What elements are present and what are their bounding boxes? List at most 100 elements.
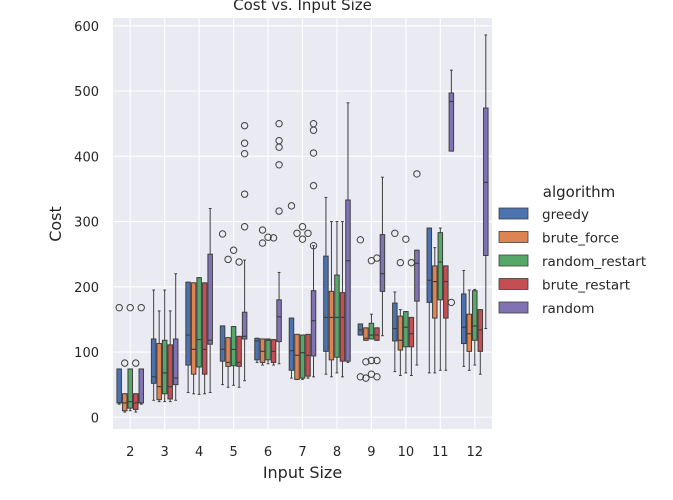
box-random_restart bbox=[472, 288, 478, 366]
outlier-point bbox=[275, 207, 283, 215]
legend-label: random bbox=[542, 301, 594, 317]
outlier-point bbox=[362, 358, 370, 366]
box-brute_restart bbox=[201, 282, 208, 395]
box-greedy bbox=[356, 236, 365, 381]
box-body bbox=[259, 338, 266, 363]
box-random_restart bbox=[229, 246, 238, 386]
box-random bbox=[483, 34, 489, 330]
outlier-point bbox=[396, 258, 405, 267]
legend-swatch bbox=[498, 254, 529, 267]
legend-label: brute_restart bbox=[542, 278, 630, 294]
outlier-point bbox=[373, 373, 381, 381]
box-body bbox=[477, 309, 484, 352]
box-greedy bbox=[218, 230, 227, 386]
box-greedy bbox=[426, 227, 433, 374]
outlier-point bbox=[309, 241, 318, 250]
box-body bbox=[483, 107, 489, 256]
x-axis-label: Input Size bbox=[263, 463, 342, 482]
box-body bbox=[443, 265, 449, 319]
outlier-point bbox=[240, 190, 249, 198]
box-random bbox=[447, 69, 456, 307]
box-random bbox=[240, 121, 249, 382]
outlier-point bbox=[258, 239, 267, 247]
outlier-point bbox=[275, 161, 283, 169]
box-body bbox=[328, 290, 335, 361]
box-random bbox=[345, 102, 351, 363]
box-greedy bbox=[287, 202, 296, 379]
box-greedy bbox=[185, 281, 191, 393]
legend-title: algorithm bbox=[543, 183, 615, 201]
outlier-point bbox=[235, 258, 243, 266]
box-body bbox=[397, 315, 404, 351]
box-random bbox=[379, 176, 386, 337]
x-tick-label: 12 bbox=[466, 445, 483, 460]
outlier-point bbox=[298, 223, 307, 231]
x-tick-label: 2 bbox=[126, 445, 134, 460]
box-body bbox=[230, 326, 237, 367]
box-brute_force bbox=[396, 258, 405, 377]
box-body bbox=[156, 343, 162, 401]
box-body bbox=[437, 232, 444, 301]
box-brute_force bbox=[362, 327, 370, 382]
outlier-point bbox=[115, 303, 123, 312]
x-tick-label: 9 bbox=[367, 445, 375, 460]
box-greedy bbox=[150, 289, 157, 401]
box-body bbox=[265, 338, 271, 361]
box-random bbox=[413, 170, 421, 366]
box-random bbox=[309, 119, 318, 378]
box-body bbox=[196, 277, 202, 368]
outlier-point bbox=[309, 181, 318, 190]
box-random_restart bbox=[298, 223, 307, 380]
outlier-point bbox=[391, 229, 399, 237]
box-greedy bbox=[254, 337, 260, 363]
box-body bbox=[334, 274, 340, 358]
box-random_restart bbox=[161, 289, 168, 403]
x-tick-label: 7 bbox=[298, 445, 306, 460]
box-random bbox=[207, 207, 213, 393]
y-tick-label: 200 bbox=[74, 281, 99, 296]
outlier-point bbox=[356, 373, 365, 381]
box-body bbox=[345, 199, 351, 362]
outlier-point bbox=[362, 374, 370, 382]
box-body bbox=[167, 344, 173, 400]
box-brute_force bbox=[190, 282, 197, 395]
box-body bbox=[190, 282, 197, 375]
box-body bbox=[116, 368, 122, 404]
box-body bbox=[241, 311, 248, 340]
box-random_restart bbox=[126, 303, 134, 412]
outlier-point bbox=[269, 234, 278, 242]
box-random bbox=[275, 119, 283, 365]
box-body bbox=[310, 290, 317, 357]
legend-swatch bbox=[498, 301, 529, 314]
box-random_restart bbox=[402, 235, 410, 374]
box-body bbox=[368, 322, 375, 340]
box-body bbox=[219, 325, 226, 362]
box-random_restart bbox=[264, 233, 272, 365]
legend-swatch bbox=[498, 231, 529, 243]
box-body bbox=[299, 334, 306, 379]
box-body bbox=[403, 311, 409, 348]
x-tick-label: 11 bbox=[432, 445, 449, 460]
y-tick-label: 100 bbox=[74, 346, 99, 361]
outlier-point bbox=[298, 235, 307, 243]
legend-label: greedy bbox=[542, 207, 589, 223]
outlier-point bbox=[293, 229, 301, 237]
outlier-point bbox=[224, 255, 232, 264]
box-greedy bbox=[115, 303, 123, 405]
box-body bbox=[185, 281, 191, 366]
box-brute_restart bbox=[132, 359, 140, 413]
box-body bbox=[363, 327, 369, 341]
outlier-point bbox=[304, 229, 312, 237]
outlier-point bbox=[229, 246, 238, 254]
box-body bbox=[127, 368, 133, 409]
outlier-point bbox=[275, 119, 283, 128]
outlier-point bbox=[132, 359, 140, 367]
y-tick-label: 600 bbox=[74, 20, 99, 35]
outlier-point bbox=[413, 170, 421, 178]
box-body bbox=[236, 335, 242, 367]
box-brute_force bbox=[156, 310, 162, 403]
outlier-point bbox=[275, 136, 283, 145]
box-brute_force bbox=[466, 289, 473, 371]
box-body bbox=[392, 302, 398, 342]
